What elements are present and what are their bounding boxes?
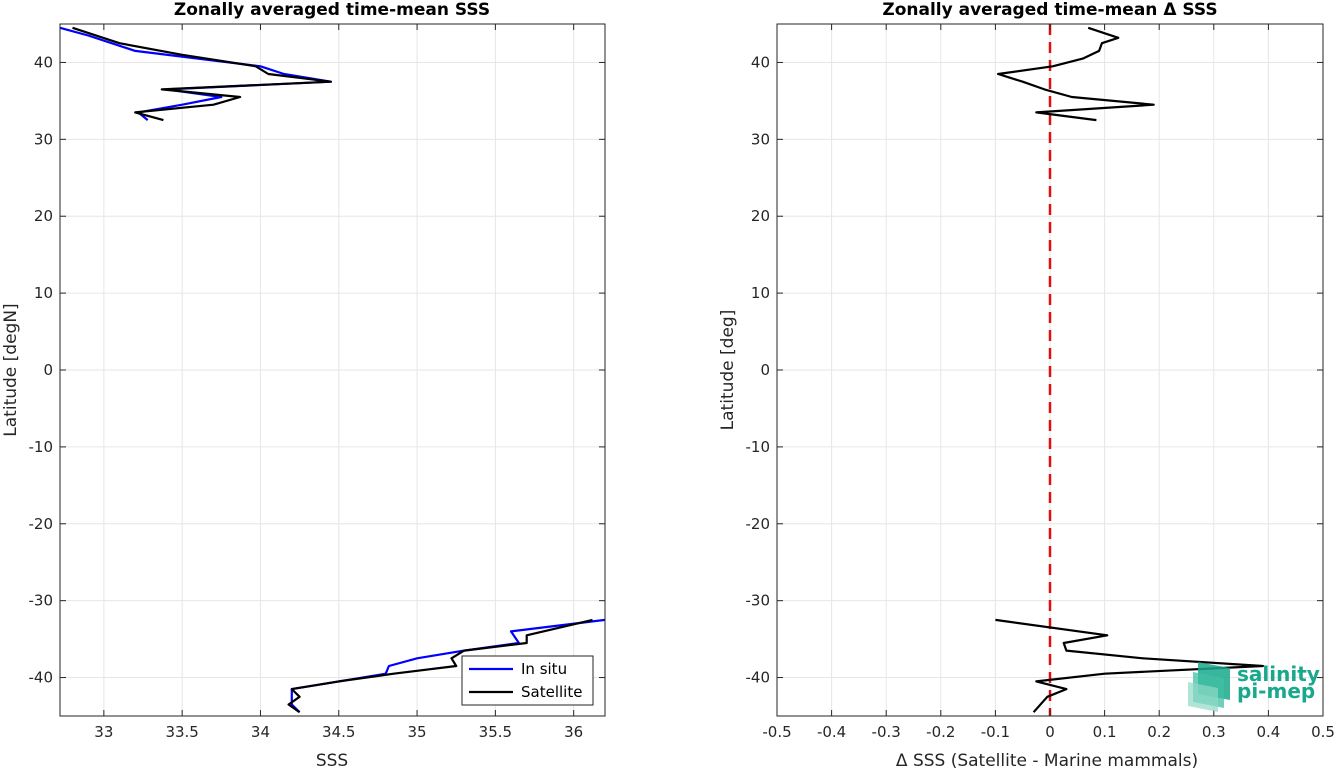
sss-y-tick-label: 20 (34, 207, 53, 225)
series-line-satellite (287, 618, 593, 714)
delta-y-tick-label: -10 (746, 438, 771, 456)
sss-y-tick-label: -20 (29, 515, 54, 533)
delta-x-tick-label: 0.4 (1256, 723, 1280, 741)
delta-x-tick-label: -0.3 (872, 723, 901, 741)
sss-x-tick-label: 33 (94, 723, 113, 741)
sss-y-tick-label: 0 (43, 361, 53, 379)
delta-x-tick-label: -0.2 (926, 723, 955, 741)
legend-label-satellite: Satellite (521, 683, 582, 701)
legend-label-in-situ: In situ (521, 660, 567, 678)
delta-x-tick-label: -0.1 (981, 723, 1010, 741)
delta-chart-title: Zonally averaged time-mean Δ SSS (882, 0, 1217, 20)
sss-legend: In situ Satellite (461, 655, 594, 706)
series-line-satellite (72, 26, 332, 122)
series-line-delta (996, 26, 1155, 122)
sss-x-tick-label: 34.5 (322, 723, 355, 741)
sss-grid (60, 24, 605, 716)
delta-sss-panel: -0.5 -0.4 -0.3 -0.2 -0.1 0 0.1 0.2 0.3 0.4 0.5 40 30… (718, 0, 1335, 769)
salinity-pimep-logo: salinity pi-mep (1188, 662, 1320, 712)
delta-x-tick-label: 0.2 (1147, 723, 1171, 741)
delta-y-axis-label: Latitude [deg] (718, 310, 738, 431)
sss-x-tick-label: 36 (564, 723, 583, 741)
sss-y-tick-label: 40 (34, 53, 53, 71)
sss-y-tick-label: -40 (29, 669, 54, 687)
delta-y-tick-label: 10 (751, 284, 770, 302)
delta-ticks: -0.5 -0.4 -0.3 -0.2 -0.1 0 0.1 0.2 0.3 0.4 0.5 40 30… (746, 24, 1335, 741)
sss-x-tick-label: 35.5 (479, 723, 512, 741)
sss-x-tick-label: 35 (408, 723, 427, 741)
delta-x-tick-label: -0.5 (762, 723, 791, 741)
delta-lines (995, 24, 1265, 716)
delta-y-tick-label: 0 (760, 361, 770, 379)
sss-panel: 33 33.5 34 34.5 35 35.5 36 40 30 20 10 0 -10 -20 -30 -4… (1, 0, 606, 769)
delta-y-tick-label: -20 (746, 515, 771, 533)
sss-x-tick-label: 34 (251, 723, 270, 741)
series-line-delta (995, 618, 1265, 713)
delta-y-tick-label: 30 (751, 130, 770, 148)
logo-line1: salinity (1237, 662, 1320, 686)
sss-x-tick-label: 33.5 (165, 723, 198, 741)
delta-x-tick-label: 0.3 (1202, 723, 1226, 741)
delta-y-tick-label: -40 (746, 669, 771, 687)
logo-waves-icon (1188, 662, 1230, 712)
delta-x-tick-label: 0.5 (1311, 723, 1335, 741)
sss-lines (59, 26, 606, 714)
delta-y-tick-label: 20 (751, 207, 770, 225)
legend-box (461, 655, 594, 706)
delta-x-axis-label: Δ SSS (Satellite - Marine mammals) (896, 751, 1198, 769)
delta-y-tick-label: 40 (751, 53, 770, 71)
delta-x-tick-label: -0.4 (817, 723, 846, 741)
sss-y-tick-label: -10 (29, 438, 54, 456)
series-line-in-situ (290, 618, 606, 713)
delta-y-tick-label: -30 (746, 592, 771, 610)
sss-y-tick-label: 30 (34, 130, 53, 148)
sss-ticks: 33 33.5 34 34.5 35 35.5 36 40 30 20 10 0 -10 -20 -30 -4… (29, 24, 605, 741)
sss-y-tick-label: 10 (34, 284, 53, 302)
delta-x-tick-label: 0.1 (1093, 723, 1117, 741)
sss-chart-title: Zonally averaged time-mean SSS (174, 0, 490, 20)
sss-x-axis-label: SSS (316, 751, 348, 769)
sss-y-axis-label: Latitude [degN] (1, 303, 21, 436)
logo-line2: pi-mep (1237, 679, 1315, 703)
delta-x-tick-label: 0 (1045, 723, 1055, 741)
sss-y-tick-label: -30 (29, 592, 54, 610)
